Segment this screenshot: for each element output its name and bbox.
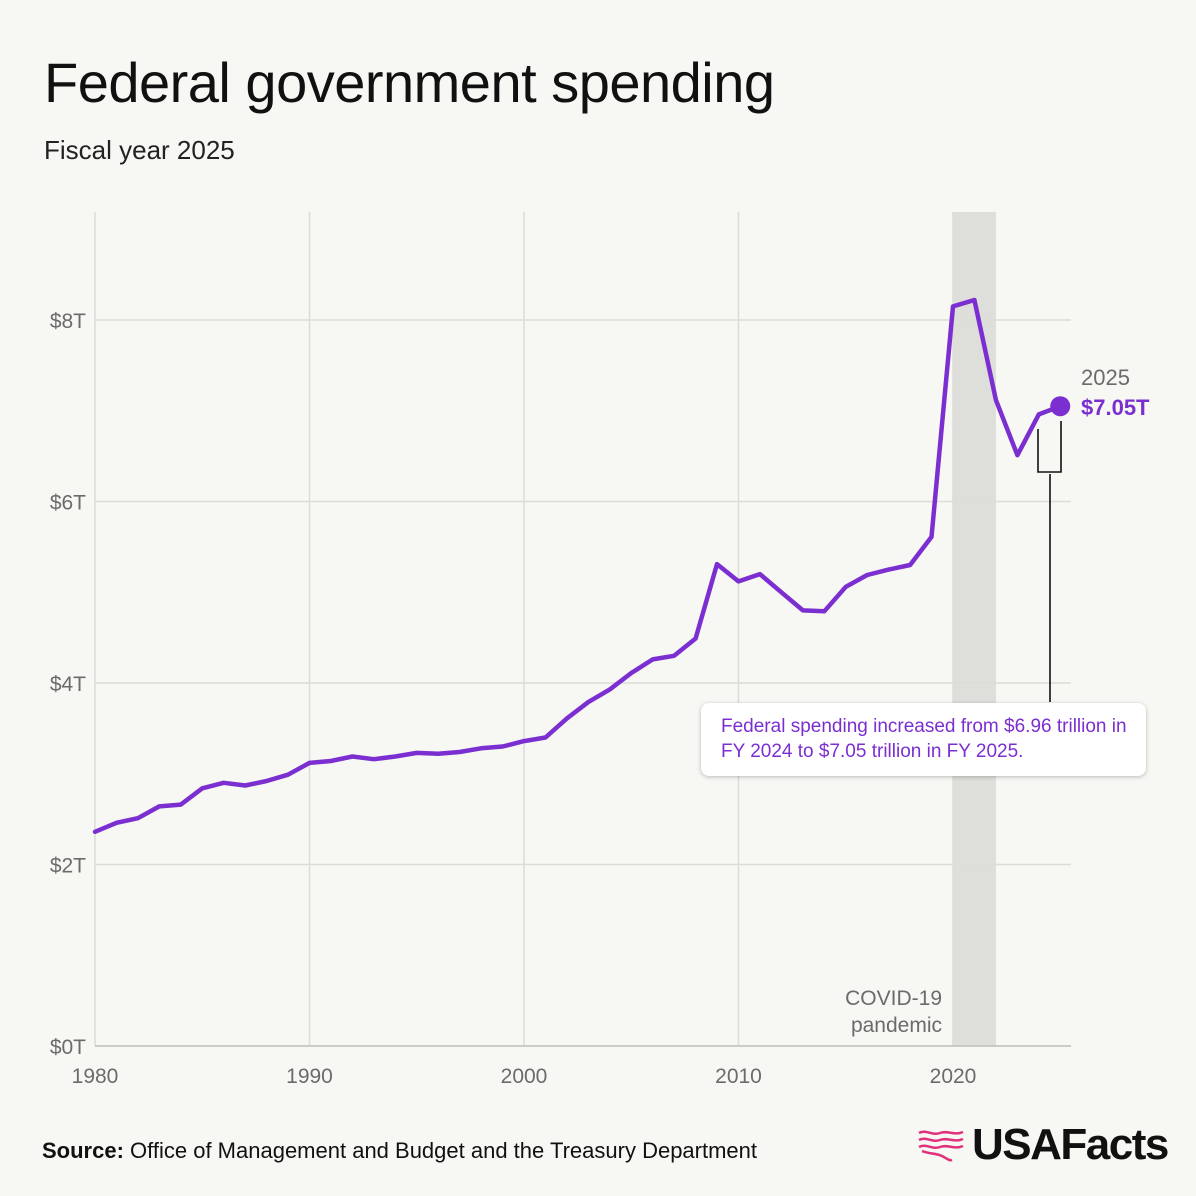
x-tick-label: 2000 xyxy=(501,1065,548,1088)
usafacts-logo: USAFacts xyxy=(916,1120,1169,1170)
covid-band-label: COVID-19 pandemic xyxy=(820,985,942,1039)
source-label: Source: xyxy=(42,1138,124,1163)
covid-label-line1: COVID-19 xyxy=(845,987,942,1010)
callout-box: Federal spending increased from $6.96 tr… xyxy=(701,703,1146,776)
covid-label-line2: pandemic xyxy=(850,1014,942,1037)
end-year-label: 2025 xyxy=(1081,365,1130,390)
y-tick-label: $8T xyxy=(50,310,86,333)
source-note: Source: Office of Management and Budget … xyxy=(42,1138,757,1164)
x-tick-label: 1990 xyxy=(286,1065,333,1088)
logo-text: USAFacts xyxy=(972,1120,1169,1169)
x-tick-label: 1980 xyxy=(72,1065,119,1088)
y-tick-label: $4T xyxy=(50,673,86,696)
usa-flag-map-icon xyxy=(918,1130,964,1162)
end-value-label: $7.05T xyxy=(1081,395,1150,420)
series-line xyxy=(92,297,1063,835)
callout-connector xyxy=(1037,421,1062,702)
y-tick-label: $0T xyxy=(50,1036,86,1059)
x-tick-label: 2020 xyxy=(930,1065,977,1088)
chart-subtitle: Fiscal year 2025 xyxy=(44,135,235,165)
chart-title: Federal government spending xyxy=(44,51,775,114)
x-tick-label: 2010 xyxy=(715,1065,762,1088)
covid-band xyxy=(953,212,996,1046)
endpoint-marker xyxy=(1050,396,1071,417)
y-tick-label: $6T xyxy=(50,492,86,515)
y-tick-label: $2T xyxy=(50,855,86,878)
source-text: Office of Management and Budget and the … xyxy=(130,1138,758,1163)
